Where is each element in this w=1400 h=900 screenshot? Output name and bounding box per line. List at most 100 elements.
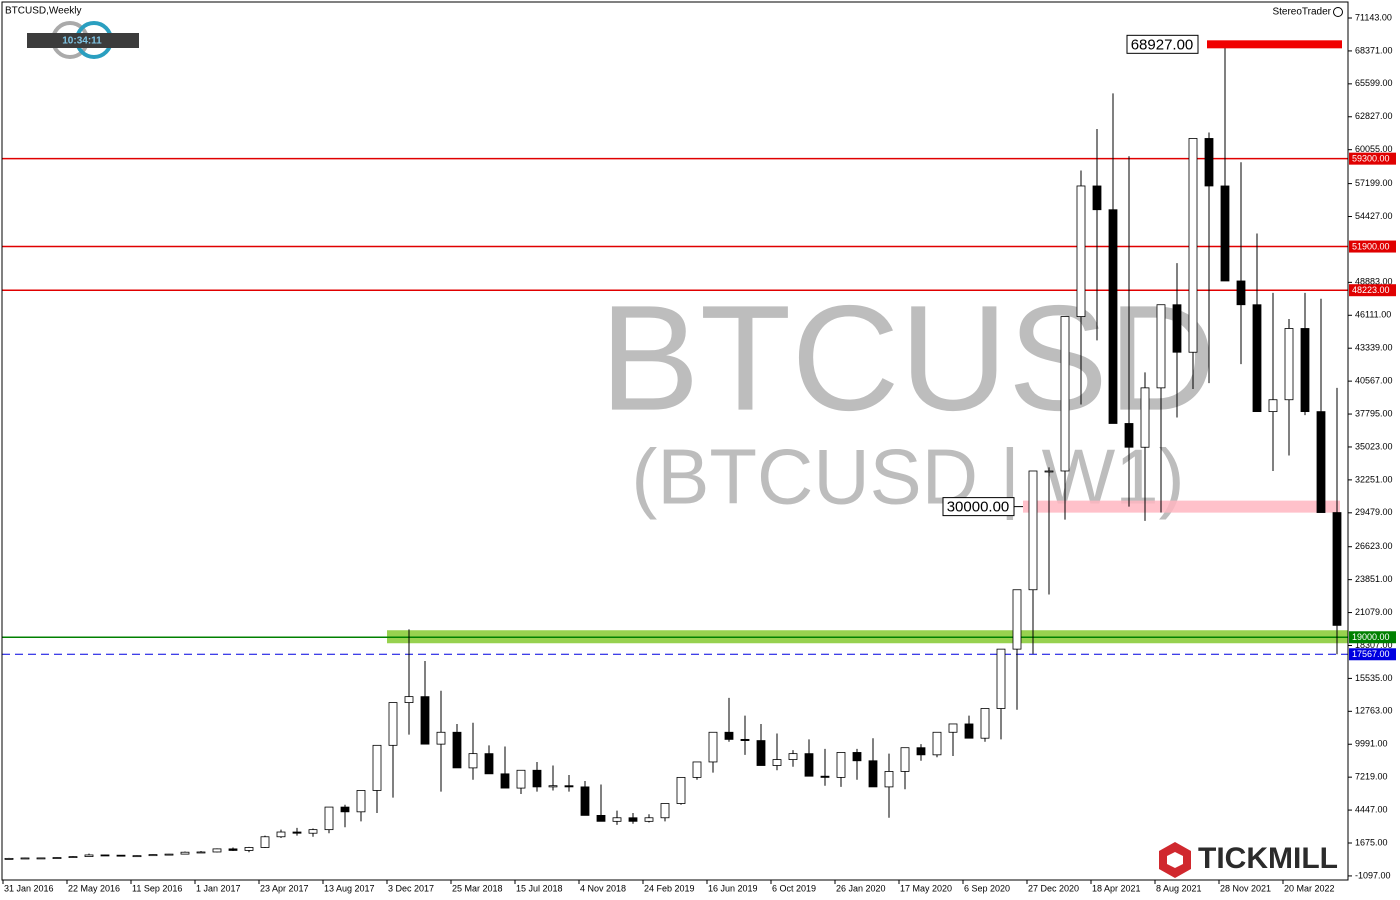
candle-body <box>836 752 846 778</box>
brand-icon <box>1333 7 1343 17</box>
x-tick-label: 23 Apr 2017 <box>260 883 309 893</box>
level-price-box <box>1349 648 1396 661</box>
candle-body <box>452 731 462 769</box>
y-tick-label: 65599.00 <box>1355 78 1393 88</box>
candle-body <box>884 771 894 788</box>
y-tick-label: 23851.00 <box>1355 574 1393 584</box>
candle-body <box>612 817 622 822</box>
candle-body <box>932 731 942 756</box>
candle-body <box>1156 304 1166 389</box>
candle-body <box>868 760 878 788</box>
candle-body <box>756 740 766 766</box>
candle-body <box>372 744 382 791</box>
y-tick-label: 48883.00 <box>1355 277 1393 287</box>
candle-body <box>1332 512 1342 626</box>
level-price-label: 17567.00 <box>1352 649 1390 659</box>
candle-body <box>724 731 734 740</box>
candle-body <box>1204 138 1214 187</box>
y-tick-label: 9991.00 <box>1355 739 1388 749</box>
y-tick-label: 37795.00 <box>1355 408 1393 418</box>
x-tick-label: 4 Nov 2018 <box>580 883 626 893</box>
y-tick-label: 46111.00 <box>1355 310 1391 320</box>
candle-body <box>148 854 158 857</box>
x-tick-label: 8 Aug 2021 <box>1156 883 1202 893</box>
candle-body <box>1236 280 1246 306</box>
candle-body <box>772 759 782 766</box>
x-tick-label: 11 Sep 2016 <box>132 883 182 893</box>
y-tick-label: 40567.00 <box>1355 375 1393 385</box>
y-tick-label: 32251.00 <box>1355 474 1393 484</box>
candle-body <box>708 731 718 763</box>
candle-body <box>388 702 398 746</box>
candle-body <box>1284 328 1294 401</box>
resistance-zone <box>1023 500 1340 513</box>
candle-body <box>1316 411 1326 513</box>
candle-body <box>916 747 926 756</box>
level-price-label: 59300.00 <box>1352 154 1390 164</box>
candle-body <box>1140 387 1150 448</box>
level-price-box <box>1349 631 1396 644</box>
level-price-box <box>1349 152 1396 165</box>
candle-body <box>1124 423 1134 448</box>
level-price-label: 19000.00 <box>1352 632 1390 642</box>
x-tick-label: 13 Aug 2017 <box>324 883 375 893</box>
candle-body <box>1076 185 1086 318</box>
candle-body <box>980 708 990 739</box>
y-tick-label: 71143.00 <box>1355 12 1392 22</box>
candle-body <box>948 723 958 733</box>
candle-body <box>804 753 814 777</box>
plot-frame <box>1 1 1349 881</box>
level-price-box <box>1349 284 1396 297</box>
y-tick-label: 29479.00 <box>1355 507 1393 517</box>
chart-title: BTCUSD,Weekly <box>5 6 82 17</box>
candle-body <box>548 785 558 788</box>
candle-body <box>36 857 46 860</box>
marker-label: 68927.00 <box>1131 36 1194 53</box>
x-tick-label: 22 May 2016 <box>68 883 120 893</box>
candle-body <box>740 738 750 741</box>
candle-body <box>1060 316 1070 472</box>
level-price-label: 48223.00 <box>1352 285 1390 295</box>
candle-body <box>4 857 14 860</box>
candle-body <box>500 773 510 789</box>
candle-body <box>900 747 910 772</box>
y-tick-label: 62827.00 <box>1355 111 1393 121</box>
y-tick-label: 26623.00 <box>1355 541 1393 551</box>
y-tick-label: 68371.00 <box>1355 45 1393 55</box>
watermark-symbol: BTCUSD <box>600 274 1217 442</box>
watermark: BTCUSD (BTCUSD | W1) <box>600 274 1217 521</box>
candle-body <box>644 817 654 822</box>
x-tick-label: 25 Mar 2018 <box>452 883 503 893</box>
candle-body <box>84 854 94 858</box>
candle-body <box>196 851 206 854</box>
candle-body <box>276 831 286 838</box>
candle-body <box>692 761 702 778</box>
candle-body <box>212 848 222 853</box>
candle-body <box>116 854 126 857</box>
y-tick-label: 1675.00 <box>1355 837 1388 847</box>
y-tick-label: -1097.00 <box>1355 870 1391 880</box>
logo-hex-inner <box>1167 852 1183 868</box>
candle-body <box>660 803 670 819</box>
marker-label: 30000.00 <box>947 499 1010 516</box>
candle-body <box>1108 209 1118 424</box>
x-tick-label: 18 Apr 2021 <box>1092 883 1141 893</box>
x-tick-label: 17 May 2020 <box>900 883 952 893</box>
marker-box <box>1126 34 1199 54</box>
y-tick-label: 60055.00 <box>1355 144 1393 154</box>
candle-body <box>1268 399 1278 413</box>
candle-body <box>68 856 78 859</box>
candle-body <box>628 817 638 822</box>
candle-body <box>996 648 1006 709</box>
candle-body <box>100 854 110 857</box>
y-tick-label: 21079.00 <box>1355 607 1393 617</box>
candle-body <box>564 785 574 788</box>
candle-body <box>292 831 302 834</box>
candle-body <box>964 723 974 739</box>
y-tick-label: 54427.00 <box>1355 211 1393 221</box>
candle-body <box>436 731 446 745</box>
x-tick-label: 6 Oct 2019 <box>772 883 816 893</box>
level-price-label: 51900.00 <box>1352 241 1390 251</box>
x-tick-label: 24 Feb 2019 <box>644 883 695 893</box>
candle-body <box>676 776 686 804</box>
